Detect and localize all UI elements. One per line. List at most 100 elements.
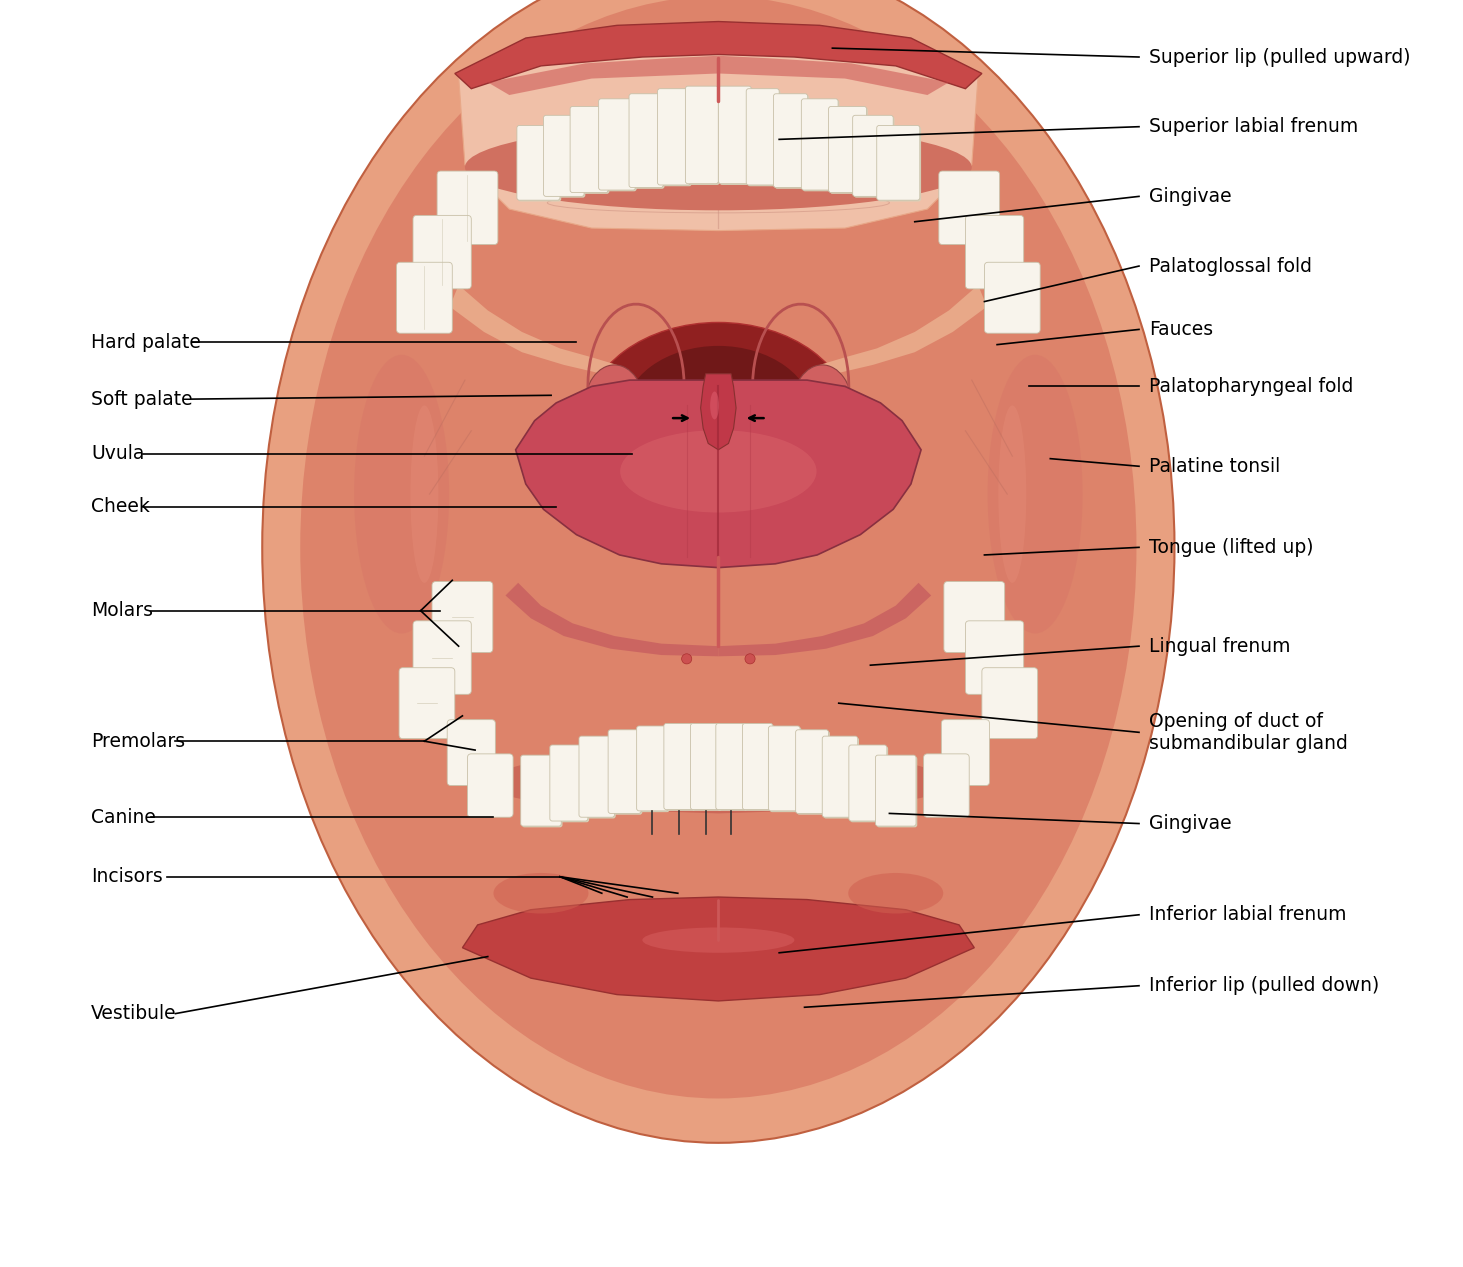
FancyBboxPatch shape (770, 727, 802, 812)
FancyBboxPatch shape (944, 582, 1005, 653)
FancyBboxPatch shape (850, 746, 888, 822)
Polygon shape (458, 28, 979, 231)
FancyBboxPatch shape (631, 95, 664, 189)
FancyBboxPatch shape (638, 727, 670, 812)
FancyBboxPatch shape (579, 736, 614, 817)
Ellipse shape (300, 0, 1137, 1098)
FancyBboxPatch shape (636, 726, 669, 811)
FancyBboxPatch shape (775, 95, 809, 189)
Polygon shape (487, 56, 949, 95)
Polygon shape (718, 583, 932, 656)
Text: Inferior labial frenum: Inferior labial frenum (1148, 906, 1346, 924)
Ellipse shape (791, 365, 853, 451)
FancyBboxPatch shape (666, 725, 695, 811)
FancyBboxPatch shape (923, 754, 969, 817)
Ellipse shape (998, 405, 1026, 583)
FancyBboxPatch shape (720, 87, 752, 185)
FancyBboxPatch shape (664, 723, 695, 810)
FancyBboxPatch shape (878, 127, 922, 201)
FancyBboxPatch shape (437, 171, 497, 245)
Polygon shape (455, 22, 982, 89)
FancyBboxPatch shape (598, 99, 635, 190)
Ellipse shape (262, 0, 1175, 1143)
Ellipse shape (642, 927, 794, 953)
Ellipse shape (988, 355, 1083, 634)
Text: Fauces: Fauces (1148, 321, 1213, 338)
FancyBboxPatch shape (600, 100, 636, 191)
Text: Molars: Molars (91, 602, 154, 620)
FancyBboxPatch shape (522, 756, 562, 827)
FancyBboxPatch shape (876, 125, 920, 200)
FancyBboxPatch shape (544, 117, 585, 198)
FancyBboxPatch shape (572, 108, 610, 194)
FancyBboxPatch shape (691, 723, 721, 810)
FancyBboxPatch shape (658, 90, 692, 186)
Text: Inferior lip (pulled down): Inferior lip (pulled down) (1148, 977, 1380, 995)
Text: Opening of duct of
submandibular gland: Opening of duct of submandibular gland (1148, 712, 1347, 753)
Ellipse shape (465, 124, 971, 210)
Polygon shape (493, 748, 944, 813)
FancyBboxPatch shape (521, 755, 562, 826)
Ellipse shape (411, 405, 439, 583)
FancyBboxPatch shape (875, 755, 916, 826)
Text: Incisors: Incisors (91, 868, 162, 886)
FancyBboxPatch shape (717, 725, 748, 811)
FancyBboxPatch shape (448, 720, 496, 786)
FancyBboxPatch shape (657, 89, 691, 185)
Polygon shape (515, 380, 922, 568)
Polygon shape (701, 374, 736, 450)
FancyBboxPatch shape (396, 262, 452, 333)
Polygon shape (449, 285, 632, 383)
FancyBboxPatch shape (854, 117, 894, 198)
Polygon shape (805, 285, 988, 383)
FancyBboxPatch shape (718, 86, 752, 184)
Text: Superior lip (pulled upward): Superior lip (pulled upward) (1148, 48, 1410, 66)
Text: Tongue (lifted up): Tongue (lifted up) (1148, 538, 1314, 556)
FancyBboxPatch shape (941, 720, 989, 786)
FancyBboxPatch shape (743, 725, 774, 811)
FancyBboxPatch shape (966, 621, 1024, 694)
Text: Uvula: Uvula (91, 445, 145, 462)
FancyBboxPatch shape (742, 723, 772, 810)
FancyBboxPatch shape (550, 745, 588, 821)
FancyBboxPatch shape (876, 756, 917, 827)
FancyBboxPatch shape (748, 90, 780, 186)
Text: Cheek: Cheek (91, 498, 151, 516)
FancyBboxPatch shape (828, 106, 866, 193)
FancyBboxPatch shape (797, 731, 830, 815)
FancyBboxPatch shape (853, 115, 894, 196)
FancyBboxPatch shape (939, 171, 999, 245)
Polygon shape (477, 139, 960, 198)
FancyBboxPatch shape (432, 582, 493, 653)
FancyBboxPatch shape (768, 726, 800, 811)
FancyBboxPatch shape (413, 215, 471, 289)
FancyBboxPatch shape (746, 89, 780, 185)
FancyBboxPatch shape (610, 731, 642, 815)
FancyBboxPatch shape (544, 115, 584, 196)
FancyBboxPatch shape (552, 746, 590, 822)
FancyBboxPatch shape (796, 730, 828, 813)
Ellipse shape (682, 654, 692, 664)
FancyBboxPatch shape (609, 730, 641, 813)
FancyBboxPatch shape (966, 215, 1024, 289)
Ellipse shape (620, 430, 816, 512)
FancyBboxPatch shape (985, 262, 1040, 333)
FancyBboxPatch shape (824, 737, 859, 818)
Polygon shape (462, 897, 974, 1001)
FancyBboxPatch shape (774, 94, 808, 188)
Ellipse shape (493, 873, 588, 914)
Text: Superior labial frenum: Superior labial frenum (1148, 118, 1358, 136)
Text: Hard palate: Hard palate (91, 333, 200, 351)
FancyBboxPatch shape (830, 108, 868, 194)
Text: Gingivae: Gingivae (1148, 188, 1232, 205)
Ellipse shape (623, 346, 813, 485)
Ellipse shape (584, 365, 645, 451)
FancyBboxPatch shape (468, 754, 514, 817)
FancyBboxPatch shape (516, 125, 560, 200)
Ellipse shape (354, 355, 449, 634)
FancyBboxPatch shape (686, 87, 720, 185)
Text: Premolars: Premolars (91, 732, 186, 750)
FancyBboxPatch shape (629, 94, 663, 188)
Text: Vestibule: Vestibule (91, 1005, 177, 1022)
FancyBboxPatch shape (399, 668, 455, 739)
